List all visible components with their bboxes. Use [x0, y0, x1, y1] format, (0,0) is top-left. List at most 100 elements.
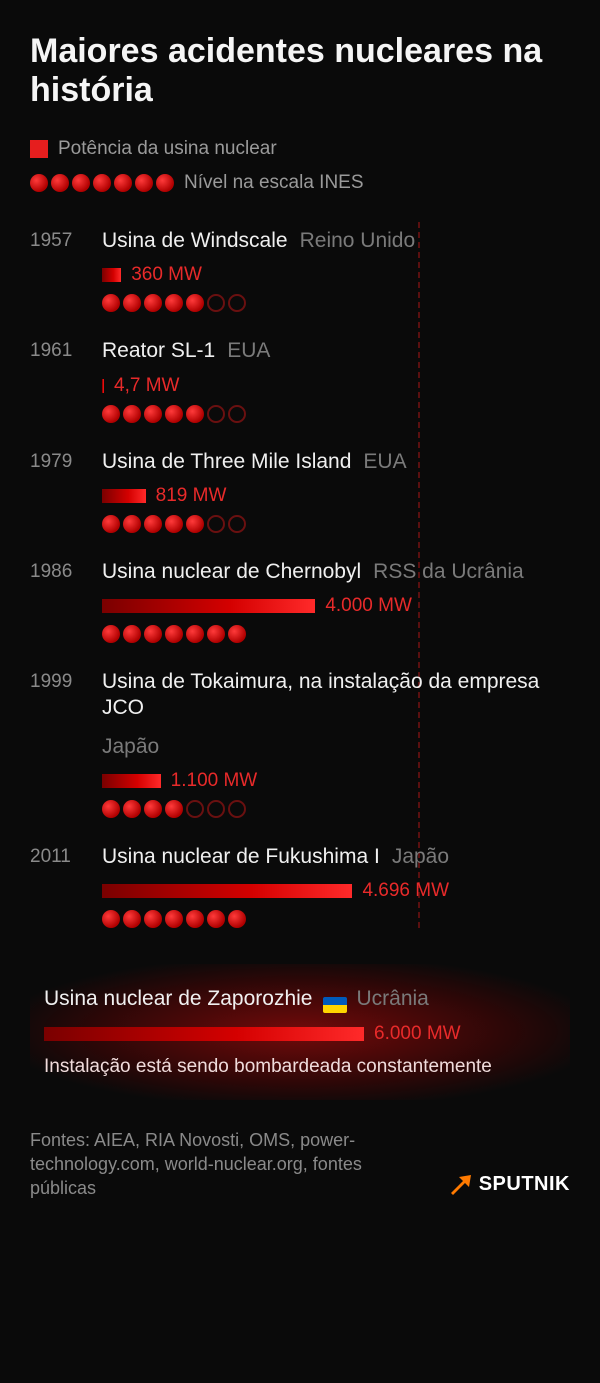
brand-text: SPUTNIK: [479, 1173, 570, 1196]
entry-bar-row: 4,7 MW: [102, 375, 570, 397]
ines-dot-icon: [123, 910, 141, 928]
entry-body: Usina nuclear de Fukushima I Japão 4.696 M…: [102, 844, 570, 928]
ines-scale: [102, 910, 570, 928]
ines-dot-icon: [102, 625, 120, 643]
ines-dot-icon: [228, 910, 246, 928]
sputnik-icon: [449, 1173, 473, 1197]
ines-dot-icon: [102, 800, 120, 818]
ines-dot-icon: [228, 405, 246, 423]
entry-bar-row: 1.100 MW: [102, 770, 570, 792]
power-bar: [102, 774, 161, 788]
ines-dot-icon: [228, 294, 246, 312]
ines-dot-icon: [51, 174, 69, 192]
entry-country: RSS da Ucrânia: [373, 559, 524, 585]
ines-dot-icon: [114, 174, 132, 192]
entry-bar-row: 819 MW: [102, 485, 570, 507]
brand-logo: SPUTNIK: [449, 1173, 570, 1197]
entry-body: Usina nuclear de Chernobyl RSS da Ucrânia…: [102, 559, 570, 643]
ines-dot-icon: [228, 625, 246, 643]
plants-list: 1957Usina de WindscaleReino Unido360 MW1…: [30, 222, 570, 928]
plant-entry: 1961Reator SL-1EUA4,7 MW: [30, 338, 570, 422]
entry-bar-row: 360 MW: [102, 264, 570, 286]
entry-country: EUA: [227, 338, 270, 364]
entry-nameline: Usina nuclear de Fukushima I Japão: [102, 844, 570, 870]
ines-dot-icon: [207, 515, 225, 533]
highlight-nameline: Usina nuclear de Zaporozhie Ucrânia: [44, 986, 556, 1013]
highlight-mw: 6.000 MW: [374, 1023, 461, 1045]
entry-nameline: Usina de Tokaimura, na instalação da emp…: [102, 669, 570, 760]
entry-mw: 1.100 MW: [171, 770, 258, 792]
ines-dot-icon: [165, 515, 183, 533]
entry-year: 1979: [30, 449, 88, 533]
page-title: Maiores acidentes nucleares na história: [30, 32, 570, 110]
entry-bar-row: 4.000 MW: [102, 595, 570, 617]
ines-dot-icon: [144, 910, 162, 928]
ines-dot-icon: [186, 910, 204, 928]
plant-entry: 1986 Usina nuclear de Chernobyl RSS da Ucr…: [30, 559, 570, 643]
ines-scale: [102, 625, 570, 643]
ines-dot-icon: [30, 174, 48, 192]
power-bar: [102, 599, 315, 613]
highlight-bar-row: 6.000 MW: [44, 1023, 556, 1045]
plant-entry: 1999Usina de Tokaimura, na instalação da…: [30, 669, 570, 818]
ines-dot-icon: [207, 294, 225, 312]
legend-ines: Nível na escala INES: [30, 172, 570, 194]
ines-dot-icon: [123, 625, 141, 643]
power-bar: [102, 268, 121, 282]
highlight-bar: [44, 1027, 364, 1041]
entry-name: Reator SL-1: [102, 338, 215, 364]
entry-year: 1986: [30, 559, 88, 643]
entry-mw: 4,7 MW: [114, 375, 179, 397]
ines-dot-icon: [186, 294, 204, 312]
ines-dot-icon: [102, 910, 120, 928]
entry-year: 2011: [30, 844, 88, 928]
ines-dot-icon: [123, 405, 141, 423]
legend-ines-label: Nível na escala INES: [184, 172, 364, 194]
entry-body: Reator SL-1 EUA 4,7 MW: [102, 338, 570, 422]
ines-scale: [102, 405, 570, 423]
ines-dot-icon: [228, 515, 246, 533]
entry-country: Reino Unido: [300, 228, 416, 254]
ines-dot-icon: [144, 800, 162, 818]
ines-dot-icon: [135, 174, 153, 192]
highlight-note: Instalação está sendo bombardeada consta…: [44, 1055, 556, 1080]
ines-dot-icon: [186, 515, 204, 533]
ines-dot-icon: [144, 515, 162, 533]
entry-nameline: Usina de Windscale Reino Unido: [102, 228, 570, 254]
ines-dot-icon: [165, 910, 183, 928]
ines-dot-icon: [123, 515, 141, 533]
infographic-root: Maiores acidentes nucleares na história …: [0, 0, 600, 1225]
entry-name: Usina nuclear de Fukushima I: [102, 844, 380, 870]
ines-dot-icon: [165, 625, 183, 643]
entry-mw: 819 MW: [156, 485, 227, 507]
ines-dot-icon: [207, 910, 225, 928]
entry-mw: 360 MW: [131, 264, 202, 286]
plant-entry: 1979 Usina de Three Mile IslandEUA 819 MW: [30, 449, 570, 533]
ines-dot-icon: [207, 625, 225, 643]
ines-dot-icon: [207, 800, 225, 818]
ines-dot-icon: [165, 405, 183, 423]
legend: Potência da usina nuclear Nível na escal…: [30, 138, 570, 194]
entry-name: Usina de Three Mile Island: [102, 449, 351, 475]
ines-dot-icon: [102, 515, 120, 533]
ines-dot-icon: [123, 800, 141, 818]
entry-body: Usina de Tokaimura, na instalação da emp…: [102, 669, 570, 818]
entry-bar-row: 4.696 MW: [102, 880, 570, 902]
entry-mw: 4.696 MW: [362, 880, 449, 902]
highlight-country: Ucrânia: [357, 986, 429, 1012]
ines-dot-icon: [93, 174, 111, 192]
entry-nameline: Usina nuclear de Chernobyl RSS da Ucrânia: [102, 559, 570, 585]
ines-dot-icon: [186, 800, 204, 818]
plant-entry: 2011 Usina nuclear de Fukushima I Japão 4.6…: [30, 844, 570, 928]
sources-text: Fontes: AIEA, RIA Novosti, OMS, power-te…: [30, 1128, 390, 1201]
ines-dot-icon: [186, 405, 204, 423]
ines-dot-icon: [144, 405, 162, 423]
entry-nameline: Usina de Three Mile IslandEUA: [102, 449, 570, 475]
ukraine-flag-icon: [323, 997, 347, 1013]
entry-name: Usina nuclear de Chernobyl: [102, 559, 361, 585]
highlight-panel: Usina nuclear de Zaporozhie Ucrânia 6.00…: [30, 964, 570, 1100]
ines-scale: [102, 515, 570, 533]
entry-name: Usina de Windscale: [102, 228, 288, 254]
entry-body: Usina de Three Mile IslandEUA 819 MW: [102, 449, 570, 533]
entry-country: Japão: [392, 844, 449, 870]
